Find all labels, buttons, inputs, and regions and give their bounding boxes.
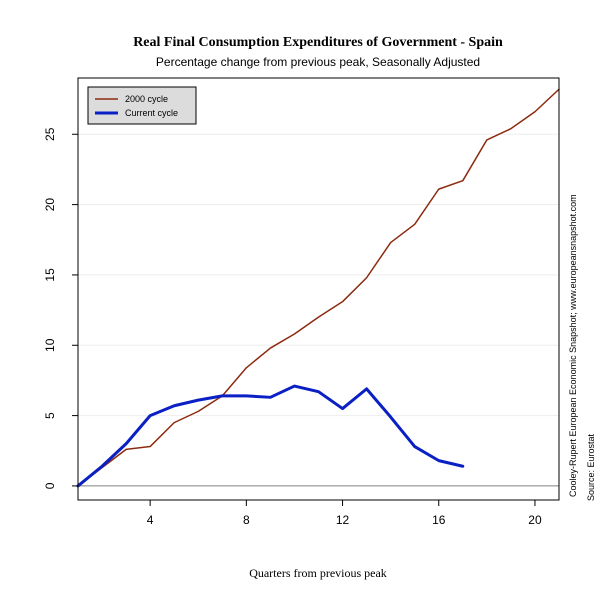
y-tick-label-10: 10	[43, 338, 57, 352]
series-line-2000-cycle	[77, 88, 560, 487]
y-tick-label-5: 5	[43, 412, 57, 419]
y-tick-label-15: 15	[43, 268, 57, 282]
legend-box	[87, 86, 197, 125]
plot-frame	[77, 77, 560, 501]
x-axis: 4 8 12 16 20	[147, 500, 542, 527]
grid-lines	[78, 133, 559, 417]
x-axis-label: Quarters from previous peak	[249, 566, 387, 580]
legend-label-current-cycle: Current cycle	[125, 108, 178, 118]
x-tick-label-8: 8	[243, 513, 250, 527]
y-tick-label-0: 0	[43, 482, 57, 489]
y-tick-label-25: 25	[43, 127, 57, 141]
y-axis: 0 5 10 15 20 25	[43, 127, 78, 489]
x-tick-label-20: 20	[528, 513, 542, 527]
chart-subtitle: Percentage change from previous peak, Se…	[156, 55, 480, 69]
x-tick-label-12: 12	[336, 513, 350, 527]
x-tick-label-16: 16	[432, 513, 446, 527]
credit-line-cooley-rupert: Cooley-Rupert European Economic Snapshot…	[568, 194, 578, 497]
series-line-current-cycle	[76, 384, 465, 488]
x-tick-label-4: 4	[147, 513, 154, 527]
credit-line-source: Source: Eurostat	[586, 433, 596, 501]
legend: 2000 cycle Current cycle	[87, 86, 197, 125]
series-lines	[76, 88, 560, 488]
y-tick-label-20: 20	[43, 198, 57, 212]
chart-title: Real Final Consumption Expenditures of G…	[133, 35, 503, 50]
legend-label-2000-cycle: 2000 cycle	[125, 94, 168, 104]
